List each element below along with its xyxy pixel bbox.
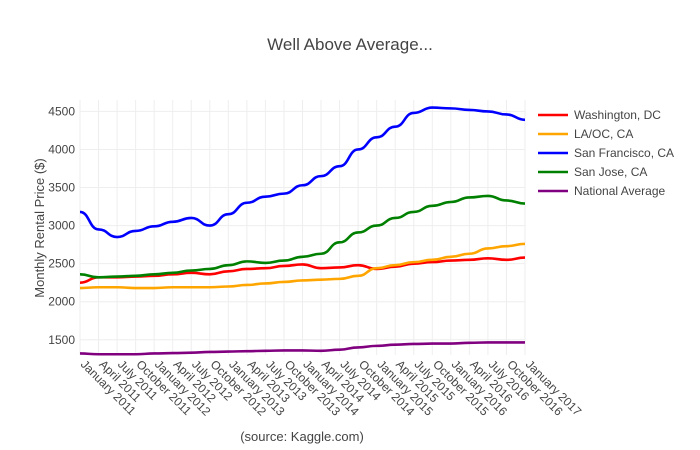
legend-label: Washington, DC xyxy=(574,108,661,122)
legend-label: San Jose, CA xyxy=(574,165,647,179)
y-tick-label: 4000 xyxy=(48,142,75,156)
series-line-1 xyxy=(79,242,526,290)
y-tick-label: 3000 xyxy=(48,219,75,233)
legend-label: San Francisco, CA xyxy=(574,146,674,160)
x-axis-title: (source: Kaggle.com) xyxy=(240,429,364,444)
y-axis-ticks: 1500 2000 2500 3000 3500 4000 4500 xyxy=(48,104,75,346)
legend-item[interactable]: San Francisco, CA xyxy=(538,146,674,160)
chart-title: Well Above Average... xyxy=(267,35,433,54)
y-tick-label: 3500 xyxy=(48,181,75,195)
legend-label: National Average xyxy=(574,184,666,198)
y-tick-label: 1500 xyxy=(48,333,75,347)
series-line-2 xyxy=(79,106,526,239)
legend-item[interactable]: Washington, DC xyxy=(538,108,661,122)
y-tick-label: 2000 xyxy=(48,295,75,309)
series-line-3 xyxy=(79,194,526,279)
series-line-0 xyxy=(79,256,526,284)
legend-item[interactable]: LA/OC, CA xyxy=(538,127,633,141)
series-lines xyxy=(79,106,526,356)
y-axis-title: Monthly Rental Price ($) xyxy=(32,158,47,297)
y-tick-label: 2500 xyxy=(48,257,75,271)
y-tick-label: 4500 xyxy=(48,104,75,118)
legend: Washington, DC LA/OC, CA San Francisco, CA… xyxy=(538,108,674,198)
legend-item[interactable]: San Jose, CA xyxy=(538,165,647,179)
legend-item[interactable]: National Average xyxy=(538,184,666,198)
series-line-4 xyxy=(79,341,526,356)
legend-label: LA/OC, CA xyxy=(574,127,633,141)
